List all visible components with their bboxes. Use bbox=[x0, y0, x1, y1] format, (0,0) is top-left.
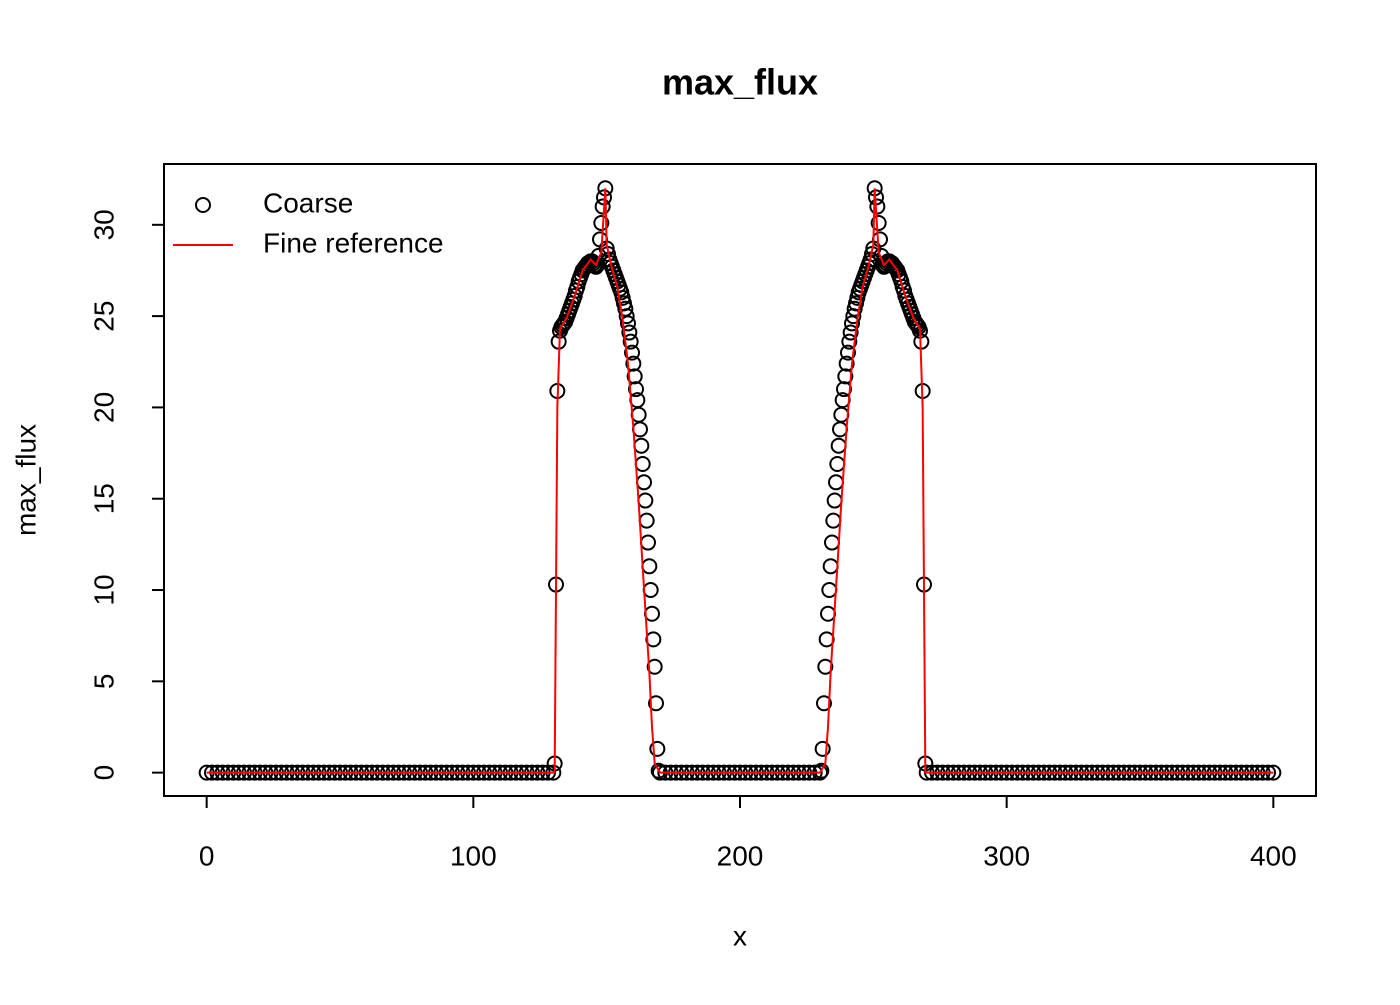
data-point bbox=[878, 255, 895, 272]
x-axis-label: x bbox=[733, 920, 747, 951]
x-tick-label: 400 bbox=[1250, 840, 1297, 871]
x-tick-label: 100 bbox=[450, 840, 497, 871]
data-point bbox=[621, 324, 638, 341]
legend-label: Coarse bbox=[263, 187, 353, 218]
data-line bbox=[206, 188, 1274, 774]
data-point bbox=[870, 214, 887, 231]
y-axis-label: max_flux bbox=[10, 424, 41, 536]
data-point bbox=[617, 300, 634, 317]
data-point bbox=[628, 381, 644, 398]
chart-title: max_flux bbox=[662, 62, 818, 103]
data-point bbox=[840, 344, 856, 361]
y-tick-label: 5 bbox=[88, 674, 119, 690]
data-point bbox=[842, 324, 859, 341]
x-tick-label: 200 bbox=[717, 840, 764, 871]
data-point bbox=[814, 740, 831, 757]
data-point bbox=[869, 198, 886, 215]
y-tick-label: 30 bbox=[88, 209, 119, 240]
data-point bbox=[841, 333, 858, 350]
data-point bbox=[622, 333, 639, 350]
data-point bbox=[837, 368, 854, 385]
y-tick-label: 15 bbox=[88, 483, 119, 514]
x-tick-label: 0 bbox=[199, 840, 215, 871]
x-tick-label: 300 bbox=[983, 840, 1030, 871]
data-point bbox=[625, 355, 642, 372]
data-point bbox=[817, 658, 834, 675]
data-point bbox=[588, 258, 604, 275]
data-point bbox=[626, 368, 643, 385]
data-point bbox=[646, 658, 663, 675]
y-tick-label: 20 bbox=[88, 392, 119, 423]
data-point bbox=[649, 740, 666, 757]
y-tick-label: 0 bbox=[88, 765, 119, 781]
data-point bbox=[618, 308, 635, 325]
data-point bbox=[620, 315, 636, 332]
data-point bbox=[836, 381, 852, 398]
data-point bbox=[650, 762, 667, 779]
data-point bbox=[816, 695, 832, 712]
legend-symbol bbox=[195, 197, 211, 213]
data-point bbox=[844, 315, 860, 332]
data-point bbox=[593, 214, 610, 231]
data-point bbox=[594, 198, 611, 215]
data-point bbox=[838, 355, 855, 372]
data-point bbox=[624, 344, 640, 361]
legend-label: Fine reference bbox=[263, 227, 444, 258]
y-tick-label: 25 bbox=[88, 301, 119, 332]
y-tick-label: 10 bbox=[88, 574, 119, 605]
data-point bbox=[813, 762, 830, 779]
data-point bbox=[648, 695, 664, 712]
